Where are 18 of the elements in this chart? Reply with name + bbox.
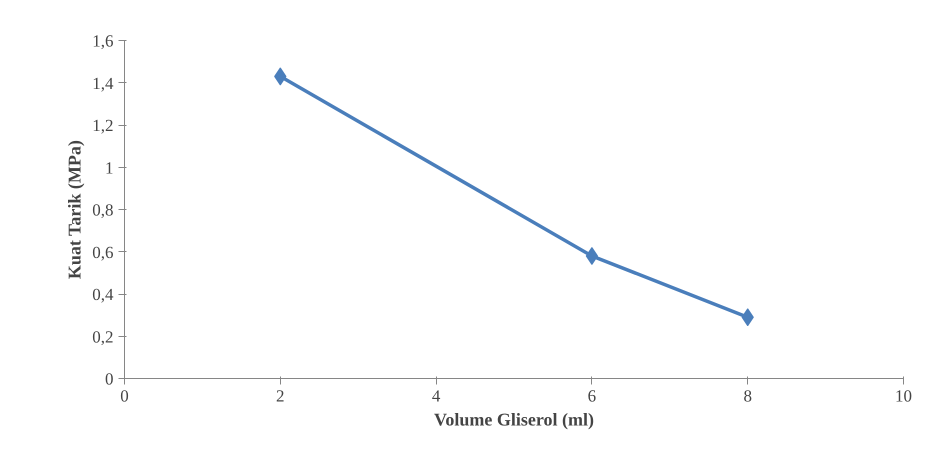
y-tick-label: 1,6 [92,32,114,50]
x-axis-title: Volume Gliserol (ml) [434,410,594,430]
x-tick-label: 0 [120,386,129,406]
y-tick-label: 1,2 [92,116,114,135]
x-tick-label: 6 [588,386,596,406]
y-tick-label: 1,4 [92,74,114,93]
x-tick-label: 4 [432,386,441,406]
y-tick-label: 0,2 [92,327,114,346]
y-axis-title: Kuat Tarik (MPa) [64,140,84,280]
y-tick-label: 0 [105,370,114,388]
x-tick-label: 8 [743,386,752,406]
point [586,246,598,265]
y-tick-label: 0,8 [92,200,114,220]
y-tick-label: 0,6 [92,242,114,262]
y-tick-label: 1 [105,158,114,178]
x-tick-label: 10 [895,386,912,406]
y-tick-label: 0,4 [92,285,114,304]
x-tick-label: 2 [276,386,285,406]
